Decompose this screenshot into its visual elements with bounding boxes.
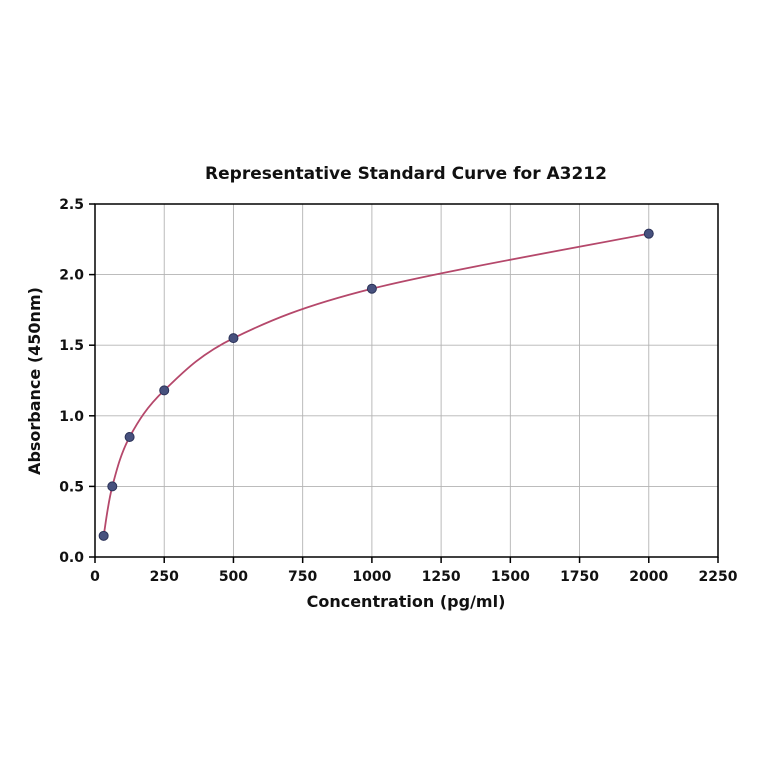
data-point (124, 431, 135, 442)
data-points (98, 228, 654, 541)
x-tick-label: 0 (90, 569, 100, 585)
data-point (366, 283, 377, 294)
data-point (228, 333, 239, 344)
fitted-curve (102, 232, 649, 536)
x-tick-label: 1000 (352, 569, 391, 585)
x-tick-label: 1250 (422, 569, 461, 585)
curve-line (102, 232, 649, 536)
data-point (643, 228, 654, 239)
x-tick-label: 500 (219, 569, 248, 585)
plot-border (94, 203, 719, 558)
y-tick-label: 0.5 (59, 479, 84, 495)
y-tick-label: 2.0 (59, 268, 84, 284)
y-tick-label: 2.5 (59, 197, 84, 213)
y-axis-label: Absorbance (450nm) (25, 287, 44, 475)
chart-title: Representative Standard Curve for A3212 (205, 164, 607, 184)
x-tick-label: 2250 (699, 569, 738, 585)
x-tick-label: 2000 (629, 569, 668, 585)
data-point (159, 385, 170, 396)
gridlines (94, 203, 719, 558)
y-tick-label: 1.0 (59, 409, 84, 425)
x-axis-label: Concentration (pg/ml) (307, 592, 506, 611)
data-point (107, 481, 118, 492)
y-tick-label: 1.5 (59, 338, 84, 354)
x-tick-label: 1750 (560, 569, 599, 585)
x-tick-label: 250 (150, 569, 179, 585)
axis-ticks: 0 250 500 750 1000 1250 1500 1750 2000 2250 0.0 0.5… (59, 197, 738, 585)
y-tick-label: 0.0 (59, 550, 84, 566)
data-point (98, 530, 109, 541)
x-tick-label: 750 (288, 569, 317, 585)
x-tick-label: 1500 (491, 569, 530, 585)
